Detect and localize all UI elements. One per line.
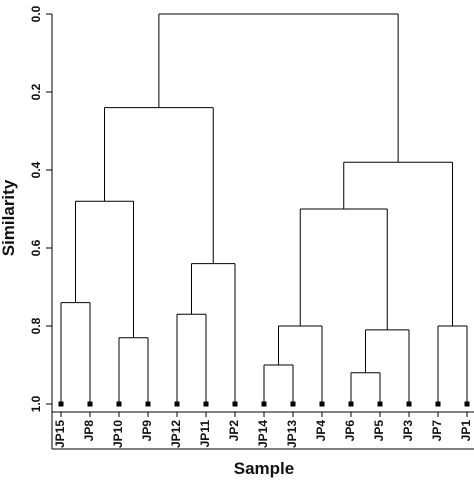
leaf-label-jp10: JP10 — [111, 420, 125, 448]
leaf-marker — [435, 401, 441, 407]
leaf-marker — [348, 401, 354, 407]
leaf-label-jp2: JP2 — [227, 420, 241, 442]
leaf-label-jp3: JP3 — [401, 420, 415, 442]
leaf-label-jp15: JP15 — [53, 420, 67, 448]
leaf-marker — [174, 401, 180, 407]
y-tick-label: 0.6 — [29, 239, 43, 256]
y-tick-label: 0.4 — [29, 161, 43, 178]
y-tick-label: 0.8 — [29, 317, 43, 334]
leaf-marker — [232, 401, 238, 407]
leaf-marker — [290, 401, 296, 407]
leaf-label-jp14: JP14 — [256, 420, 270, 448]
leaf-marker — [377, 401, 383, 407]
leaf-label-jp8: JP8 — [82, 420, 96, 442]
leaf-label-jp7: JP7 — [430, 420, 444, 442]
leaf-marker — [203, 401, 209, 407]
branch-layer — [60, 13, 468, 404]
leaf-layer: JP15 JP8 JP10 JP9 JP12 JP11 JP2 JP14 JP13 JP4 JP6 J… — [53, 401, 473, 448]
leaf-label-jp11: JP11 — [198, 420, 212, 448]
y-axis-title: Similarity — [0, 179, 18, 256]
y-tick-label: 0.2 — [29, 83, 43, 100]
leaf-marker — [145, 401, 151, 407]
y-tick-label: 0.0 — [29, 5, 43, 22]
leaf-label-jp9: JP9 — [140, 420, 154, 442]
leaf-marker — [319, 401, 325, 407]
leaf-label-jp13: JP13 — [285, 420, 299, 448]
leaf-marker — [464, 401, 470, 407]
leaf-marker — [58, 401, 64, 407]
leaf-marker — [406, 401, 412, 407]
leaf-marker — [87, 401, 93, 407]
leaf-label-jp12: JP12 — [169, 420, 183, 448]
x-axis-title: Sample — [234, 459, 294, 478]
y-tick-label: 1.0 — [29, 395, 43, 412]
leaf-label-jp6: JP6 — [343, 420, 357, 442]
leaf-marker — [116, 401, 122, 407]
leaf-label-jp4: JP4 — [314, 420, 328, 442]
leaf-marker — [261, 401, 267, 407]
leaf-label-jp5: JP5 — [372, 420, 386, 442]
leaf-label-jp1: JP1 — [459, 420, 473, 442]
axis-layer: 0.0 0.2 0.4 0.6 0.8 1.0 — [29, 5, 474, 450]
